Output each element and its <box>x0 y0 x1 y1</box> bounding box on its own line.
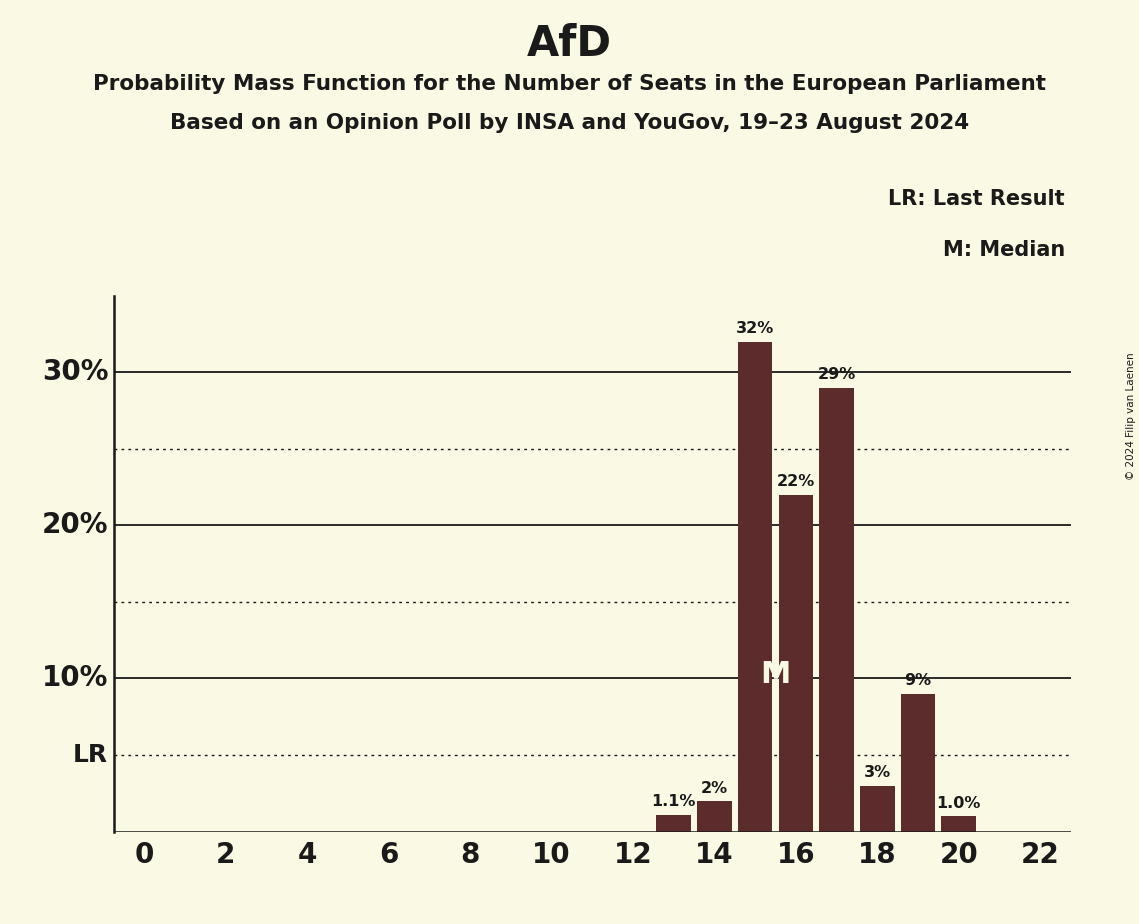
Text: 20%: 20% <box>42 511 108 540</box>
Bar <box>901 694 935 832</box>
Bar <box>738 342 772 832</box>
Text: LR: Last Result: LR: Last Result <box>888 189 1065 210</box>
Text: 29%: 29% <box>818 367 855 383</box>
Text: 2%: 2% <box>700 781 728 796</box>
Text: 9%: 9% <box>904 674 932 688</box>
Bar <box>819 387 854 832</box>
Text: M: M <box>761 661 790 689</box>
Text: Probability Mass Function for the Number of Seats in the European Parliament: Probability Mass Function for the Number… <box>93 74 1046 94</box>
Text: 1.0%: 1.0% <box>936 796 981 811</box>
Text: 10%: 10% <box>42 664 108 692</box>
Text: 1.1%: 1.1% <box>652 795 696 809</box>
Text: 30%: 30% <box>42 359 108 386</box>
Text: © 2024 Filip van Laenen: © 2024 Filip van Laenen <box>1126 352 1136 480</box>
Text: AfD: AfD <box>527 23 612 65</box>
Text: 22%: 22% <box>777 474 816 490</box>
Text: M: Median: M: Median <box>943 240 1065 261</box>
Bar <box>697 801 731 832</box>
Text: Based on an Opinion Poll by INSA and YouGov, 19–23 August 2024: Based on an Opinion Poll by INSA and You… <box>170 113 969 133</box>
Bar <box>860 785 894 832</box>
Bar <box>656 815 691 832</box>
Text: 3%: 3% <box>863 765 891 780</box>
Text: 32%: 32% <box>736 322 775 336</box>
Bar <box>779 494 813 832</box>
Bar <box>942 816 976 832</box>
Text: LR: LR <box>73 743 108 767</box>
